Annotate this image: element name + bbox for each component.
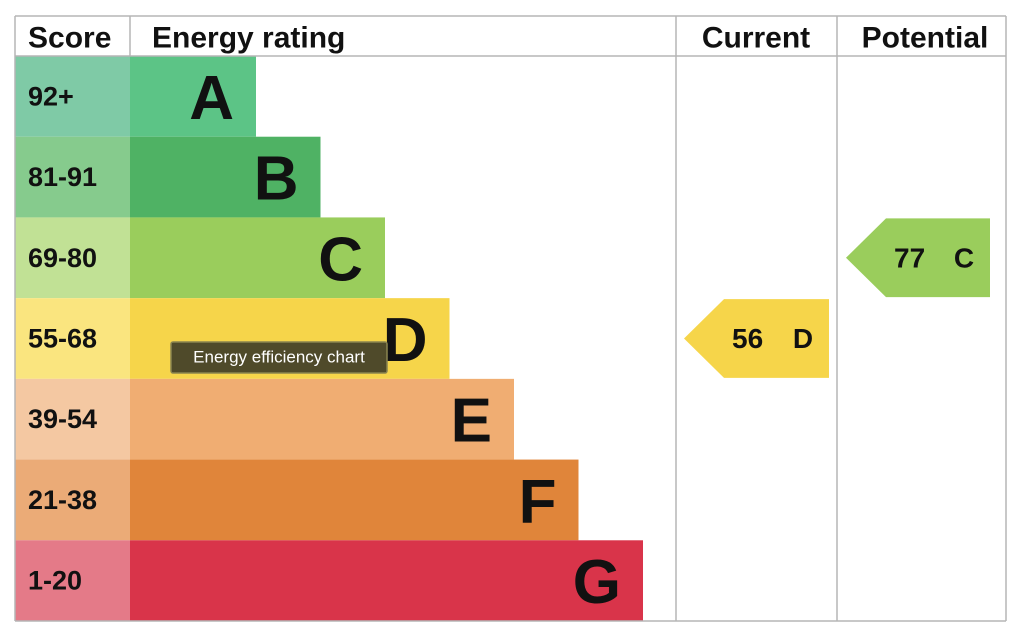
tooltip-text: Energy efficiency chart	[193, 348, 365, 367]
score-cell	[15, 298, 130, 379]
current-arrow	[684, 299, 829, 378]
score-cell	[15, 136, 130, 218]
rating-bar	[130, 378, 514, 460]
rating-bar	[130, 217, 385, 299]
rating-letter: C	[318, 225, 363, 294]
potential-value: 77	[894, 242, 925, 273]
current-letter: D	[793, 323, 813, 354]
header-score: Score	[28, 22, 111, 55]
score-cell	[15, 459, 130, 541]
rating-letter: E	[451, 387, 492, 456]
rating-letter: B	[254, 145, 299, 214]
score-cell	[15, 540, 130, 621]
tooltip-box	[170, 341, 388, 374]
header-current: Current	[702, 22, 810, 55]
score-label: 39-54	[28, 404, 97, 434]
rating-bar	[130, 136, 321, 218]
rating-bar	[130, 56, 256, 137]
score-label: 69-80	[28, 243, 97, 273]
score-label: 81-91	[28, 162, 97, 192]
tooltip: Energy efficiency chart	[170, 341, 388, 374]
score-cell	[15, 56, 130, 137]
potential-arrow	[846, 218, 990, 298]
current-value: 56	[732, 323, 763, 354]
rating-bar	[130, 540, 643, 621]
header-potential: Potential	[862, 22, 989, 55]
rating-letter: A	[189, 64, 234, 133]
score-label: 92+	[28, 81, 74, 111]
rating-letter: D	[383, 306, 428, 375]
score-label: 55-68	[28, 324, 97, 354]
header-rating: Energy rating	[152, 22, 345, 55]
score-label: 1-20	[28, 566, 82, 596]
rating-bar	[130, 459, 579, 541]
score-cell	[15, 378, 130, 460]
score-label: 21-38	[28, 485, 97, 515]
score-cell	[15, 217, 130, 299]
rating-letter: G	[573, 548, 621, 617]
rating-letter: F	[519, 467, 557, 536]
potential-letter: C	[954, 242, 974, 273]
